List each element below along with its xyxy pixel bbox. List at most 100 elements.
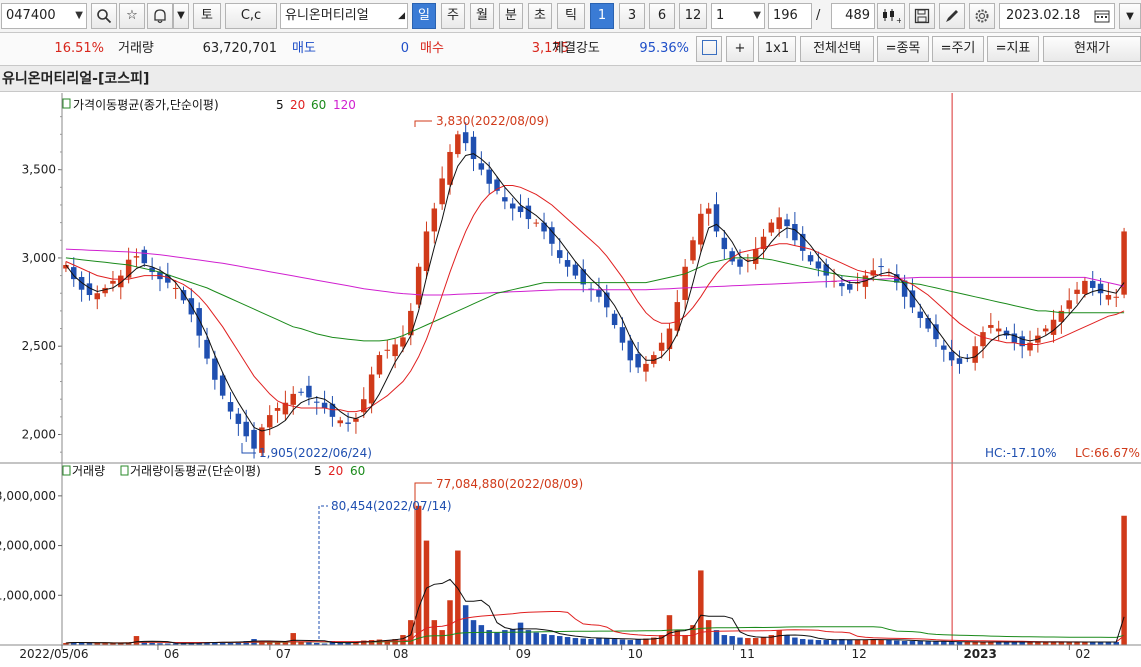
tab-minute[interactable]: 분 xyxy=(499,3,523,29)
period-select[interactable]: 1 ▼ xyxy=(711,3,765,29)
tab-day[interactable]: 일 xyxy=(412,3,436,29)
volume-bar xyxy=(995,642,1002,645)
period-button-6[interactable]: 6 xyxy=(649,3,675,29)
add-button-label: + xyxy=(734,41,746,56)
candle-body xyxy=(878,266,884,268)
layout-1x1-button[interactable]: 1x1 xyxy=(758,36,796,62)
star-icon: ☆ xyxy=(126,8,138,23)
x-tick-label: 11 xyxy=(740,647,755,661)
volume-bar xyxy=(298,642,304,645)
candle-body xyxy=(110,280,116,284)
settings-button[interactable] xyxy=(969,3,995,29)
volume-bar xyxy=(384,640,391,645)
period-sync-button[interactable]: =주기 xyxy=(932,36,984,62)
alarm-dropdown[interactable]: ▼ xyxy=(173,3,189,29)
date-input[interactable]: 2023.02.18 xyxy=(999,3,1115,29)
volume-bar xyxy=(1042,642,1049,645)
to-button[interactable]: 토 xyxy=(193,3,221,29)
candle-body xyxy=(165,274,171,283)
legend-ma5: 5 xyxy=(276,98,284,112)
indicator-sync-button[interactable]: =지표 xyxy=(987,36,1039,62)
candle-body xyxy=(1121,231,1127,295)
max-price-pointer xyxy=(414,120,432,127)
current-price-button[interactable]: 현재가 xyxy=(1043,36,1141,62)
candle-body xyxy=(345,422,351,424)
chevron-down-icon[interactable]: ▼ xyxy=(75,10,83,21)
volume-bar xyxy=(1089,642,1096,645)
sell-value: 0 xyxy=(400,41,409,56)
alarm-button[interactable] xyxy=(147,3,173,29)
stock-sync-label: =종목 xyxy=(885,41,921,56)
volume-bar xyxy=(541,634,547,645)
legend-marker-icon xyxy=(120,465,129,476)
volume-bar xyxy=(839,639,845,645)
volume-bar xyxy=(784,635,790,645)
volume-bar xyxy=(901,641,908,645)
volume-bar xyxy=(823,640,829,645)
stock-name-field[interactable]: 유니온머티리얼 ◢ xyxy=(280,3,408,29)
draw-tool-button[interactable] xyxy=(939,3,965,29)
select-all-button[interactable]: 전체선택 xyxy=(800,36,874,62)
candle-body xyxy=(517,206,524,213)
tab-week[interactable]: 주 xyxy=(441,3,465,29)
volume-bar xyxy=(78,642,85,645)
period-button-12[interactable]: 12 xyxy=(679,3,707,29)
volume-bar xyxy=(854,640,861,645)
period-button-3[interactable]: 3 xyxy=(619,3,645,29)
candle-body xyxy=(901,280,908,297)
ma60-line xyxy=(65,257,1125,342)
stock-code-input[interactable]: 047400 ▼ xyxy=(1,3,87,29)
search-button[interactable] xyxy=(91,3,117,29)
tab-tick[interactable]: 틱 xyxy=(557,3,585,29)
legend-vma60: 60 xyxy=(350,464,365,478)
candle-body xyxy=(799,233,806,251)
candle-body xyxy=(549,227,555,244)
x-tick-label: 06 xyxy=(164,647,179,661)
period-button-1[interactable]: 1 xyxy=(590,3,614,29)
cc-button[interactable]: C,c xyxy=(225,3,277,29)
volume-bar xyxy=(980,642,986,645)
volume-tick-label: 1,000,000 xyxy=(0,588,56,602)
period-label: 3 xyxy=(627,8,637,23)
candle-body xyxy=(306,385,312,398)
chart-area[interactable]: 3,500 3,000 2,500 2,000 3,000,000 2,000,000 1,… xyxy=(0,93,1141,667)
favorite-button[interactable]: ☆ xyxy=(119,3,145,29)
volume-bar xyxy=(643,638,649,645)
candle-type-button[interactable]: + xyxy=(877,3,905,29)
chart-svg[interactable]: 3,500 3,000 2,500 2,000 3,000,000 2,000,000 1,… xyxy=(0,93,1141,667)
price-legend-title: 가격이동평균(종가,단순이평) xyxy=(73,98,219,112)
candle-body xyxy=(392,344,398,357)
candle-body xyxy=(556,250,563,258)
volume-bar xyxy=(149,643,155,645)
candle-body xyxy=(737,259,743,267)
candle-body xyxy=(1003,330,1010,336)
more-button[interactable]: ▼ xyxy=(1119,3,1141,29)
add-button[interactable]: + xyxy=(726,36,754,62)
tab-month[interactable]: 월 xyxy=(470,3,494,29)
period-select-value: 1 xyxy=(716,8,725,23)
candle-body xyxy=(1097,283,1104,294)
checkbox-toggle[interactable] xyxy=(696,36,722,62)
candle-body xyxy=(580,269,586,285)
count-separator: / xyxy=(816,8,821,23)
calendar-icon[interactable] xyxy=(1094,9,1110,23)
candle-body xyxy=(78,276,85,290)
volume-bar xyxy=(1113,642,1119,645)
tab-second[interactable]: 초 xyxy=(528,3,552,29)
volume-bar xyxy=(870,639,877,645)
pen-icon xyxy=(946,10,958,22)
layout-1x1-label: 1x1 xyxy=(764,41,790,56)
volume-bar xyxy=(219,642,226,645)
svg-text:+: + xyxy=(896,16,901,24)
volume-bar xyxy=(455,550,461,645)
candle-body xyxy=(133,256,140,258)
save-button[interactable] xyxy=(909,3,935,29)
buy-value: 3,175 xyxy=(531,41,569,56)
volume-bar xyxy=(1074,642,1080,645)
candle-body xyxy=(94,293,101,300)
candle-body xyxy=(964,357,971,359)
candle-body xyxy=(588,288,594,290)
volume-bar xyxy=(165,643,171,645)
stock-sync-button[interactable]: =종목 xyxy=(877,36,929,62)
count-input[interactable]: 196 xyxy=(768,3,812,29)
